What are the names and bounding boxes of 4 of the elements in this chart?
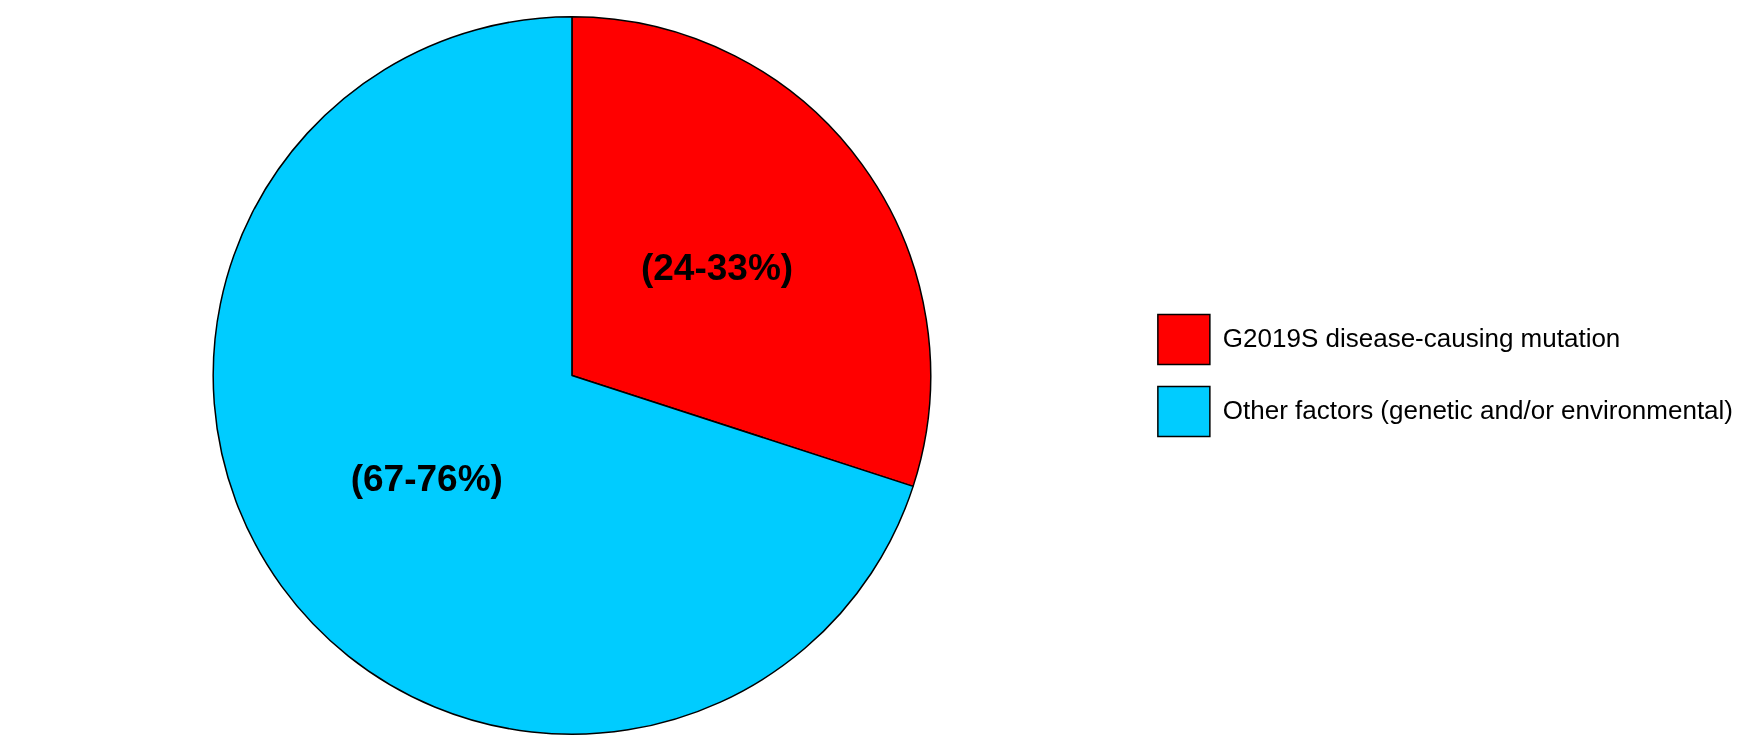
text: (24-33%)	[640, 247, 794, 289]
text: (67-76%)	[350, 458, 503, 500]
legend-label: G2019S disease-causing mutation	[1222, 322, 1621, 353]
legend-label: Other factors (genetic and/or environmental)	[1222, 394, 1733, 425]
